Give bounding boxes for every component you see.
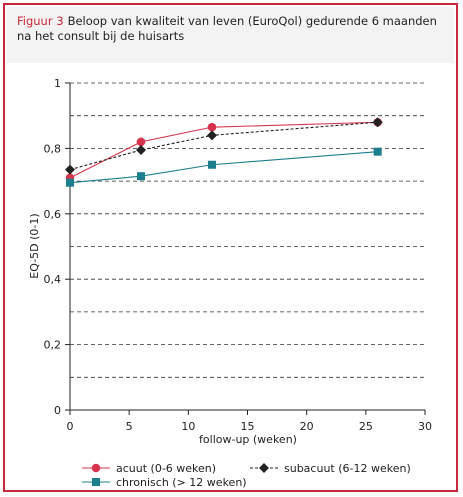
y-tick-label: 0,8 <box>44 142 62 155</box>
legend-label: subacuut (6-12 weken) <box>284 462 411 475</box>
legend-item: chronisch (> 12 weken) <box>82 476 247 489</box>
legend-marker <box>92 478 100 486</box>
x-axis-label: follow-up (weken) <box>199 433 297 446</box>
y-tick-label: 0,6 <box>44 208 62 221</box>
x-tick-label: 30 <box>418 420 432 433</box>
series-diamond <box>65 117 383 175</box>
data-point <box>137 172 145 181</box>
legend-item: acuut (0-6 weken) <box>82 462 216 475</box>
grid <box>70 82 425 378</box>
x-ticks: 0 5 10 15 20 25 30 <box>67 410 432 433</box>
data-point <box>373 147 382 156</box>
data-point <box>136 137 146 147</box>
series-line <box>69 151 378 184</box>
x-tick-label: 0 <box>67 420 74 433</box>
series-line <box>69 121 378 179</box>
data-point <box>207 130 217 141</box>
series-square <box>66 147 382 187</box>
y-ticks: 0 0,2 0,4 0,6 0,8 1 <box>44 77 70 417</box>
figure-caption-text: Beloop van kwaliteit van leven (EuroQol)… <box>17 14 437 43</box>
x-tick-label: 5 <box>126 420 133 433</box>
figure-label: Figuur 3 <box>17 14 64 28</box>
series-group <box>65 117 383 187</box>
x-tick-label: 25 <box>359 420 373 433</box>
series-circle <box>65 117 382 183</box>
series-line <box>69 121 378 171</box>
y-axis-label: EQ-5D (0-1) <box>28 213 41 278</box>
y-tick-label: 0 <box>54 404 61 417</box>
legend-item: subacuut (6-12 weken) <box>250 462 411 475</box>
data-point <box>207 122 217 132</box>
y-tick-label: 0,2 <box>44 339 62 352</box>
y-tick-label: 1 <box>54 77 61 90</box>
legend: acuut (0-6 weken) subacuut (6-12 weken) ch… <box>82 462 411 489</box>
data-point <box>65 164 75 175</box>
legend-label: chronisch (> 12 weken) <box>116 476 247 489</box>
figure-header <box>7 7 454 63</box>
data-point <box>372 117 383 128</box>
x-tick-label: 20 <box>300 420 314 433</box>
x-tick-label: 15 <box>241 420 255 433</box>
data-point <box>66 178 74 187</box>
legend-label: acuut (0-6 weken) <box>116 462 216 475</box>
legend-marker <box>259 463 269 473</box>
data-point <box>208 160 216 169</box>
legend-marker <box>91 463 101 473</box>
figure-caption: Figuur 3 Beloop van kwaliteit van leven (… <box>17 14 437 44</box>
y-tick-label: 0,4 <box>44 273 62 286</box>
data-point <box>136 145 146 156</box>
x-tick-label: 10 <box>181 420 195 433</box>
